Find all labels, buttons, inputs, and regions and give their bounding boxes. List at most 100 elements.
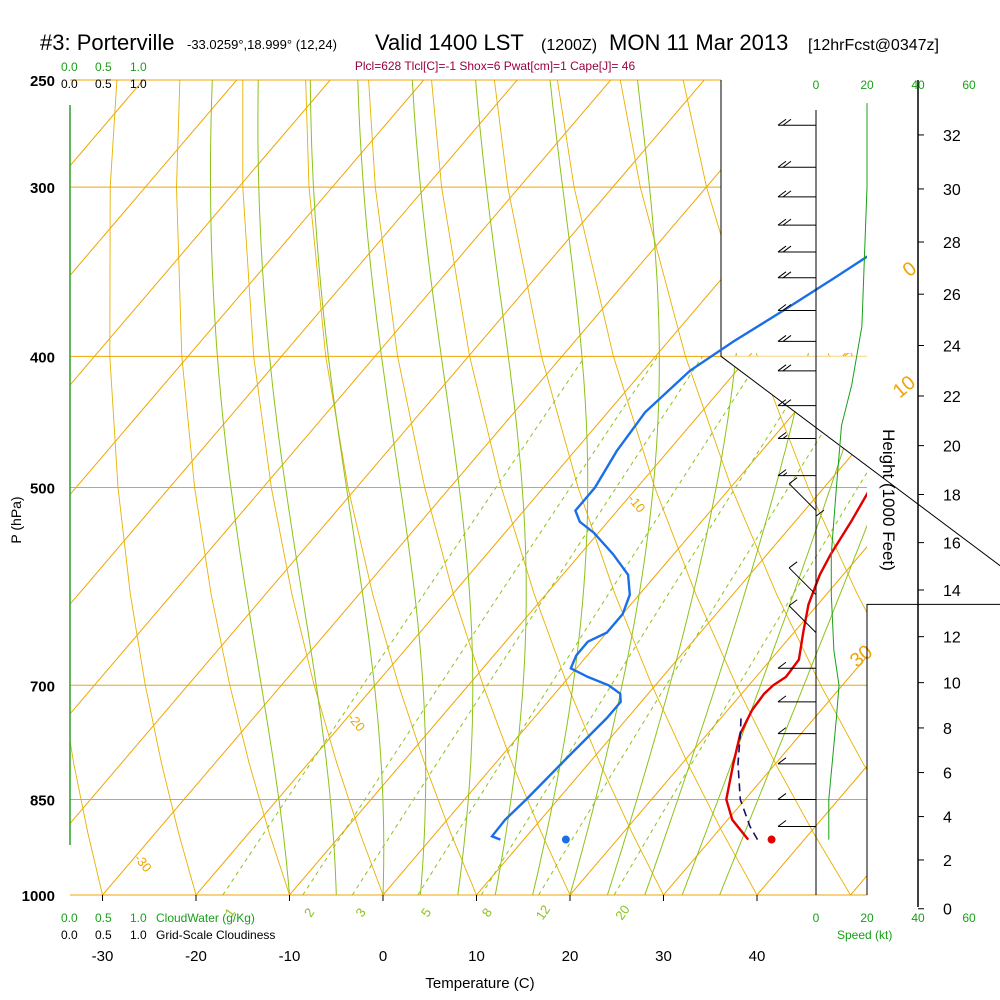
wind-barb-flag [777, 118, 787, 126]
wind-barb-flag [777, 727, 787, 735]
height-tick-label: 6 [943, 766, 952, 783]
wind-barb-flag [777, 335, 787, 342]
dry-adiabat-line [556, 80, 852, 895]
height-tick-label: 18 [943, 488, 961, 505]
cloudiness-tick-top: 0.5 [95, 77, 112, 91]
wind-barb-flag [777, 218, 787, 226]
cloudiness-tick-bottom: 0.0 [61, 928, 78, 942]
x-tick-label: 0 [379, 948, 387, 965]
station-coords: -33.0259°,18.999° (12,24) [187, 37, 337, 52]
cloudwater-tick-bottom: 1.0 [130, 911, 147, 925]
speed-tick-top: 60 [962, 78, 976, 92]
isotherm-line [70, 80, 705, 825]
isotherm-line [70, 80, 144, 167]
wind-barb-flag [777, 757, 787, 765]
y-tick-label: 300 [30, 180, 55, 197]
cloudiness-tick-bottom: 1.0 [130, 928, 147, 942]
cloudiness-tick-top: 0.0 [61, 77, 78, 91]
y-tick-label: 1000 [22, 888, 55, 905]
wind-barb-flag [777, 364, 787, 372]
height-tick-label: 12 [943, 630, 961, 647]
mixing-ratio-label: 3 [352, 905, 368, 920]
dry-adiabat-line [0, 56, 15, 924]
x-tick-label: -20 [185, 948, 207, 965]
wind-barb [777, 304, 816, 311]
dry-adiabat-line [927, 56, 1000, 924]
wind-barb [777, 727, 816, 735]
isotherm-label: -30 [131, 851, 155, 875]
sounding-series [490, 255, 867, 844]
speed-tick-bottom: 60 [962, 911, 976, 925]
moist-adiabat-line [719, 524, 867, 895]
wind-barb [777, 793, 816, 800]
mixing-ratio-label: 12 [533, 902, 554, 922]
mixing-ratio-label: 2 [301, 905, 317, 920]
wind-barb [777, 245, 816, 253]
wind-barb [777, 218, 816, 226]
moist-adiabat-line [681, 373, 867, 895]
zulu-time: (1200Z) [541, 37, 597, 54]
sounding-params: Plcl=628 Tlcl[C]=-1 Shox=6 Pwat[cm]=1 Ca… [355, 59, 636, 73]
wind-barb [788, 599, 817, 633]
dry-adiabat-line [176, 80, 290, 895]
isotherm-line [662, 655, 867, 895]
wind-barb-flag [777, 432, 787, 439]
wind-barb-half-flag [782, 472, 788, 477]
speed-label: Speed (kt) [837, 928, 892, 942]
mixing-ratio-line [538, 360, 867, 895]
wind-barb-flag [782, 218, 792, 226]
cloud-scale-bottom: 0.0 0.5 1.0 CloudWater (g/Kg) 0.0 0.5 1.… [61, 911, 275, 942]
speed-tick-bottom: 40 [911, 911, 925, 925]
isotherm-line [70, 80, 331, 386]
dry-adiabat-line [989, 56, 1000, 924]
speed-tick-top: 0 [813, 78, 820, 92]
cloudwater-tick-top: 1.0 [130, 60, 147, 74]
dry-adiabat-line [493, 80, 758, 895]
wind-barb [777, 118, 816, 126]
dry-adiabat-line [109, 80, 197, 895]
barb-panel-mask-diagonal [721, 356, 1000, 605]
wind-barb [777, 757, 816, 765]
barb-panel-boundary [720, 80, 1000, 895]
valid-date: MON 11 Mar 2013 [609, 30, 788, 55]
x-tick-label: 20 [562, 948, 579, 965]
height-tick-label: 28 [943, 235, 961, 252]
height-tick-label: 16 [943, 536, 961, 553]
moist-adiabat-line [309, 80, 385, 895]
wind-barb [777, 399, 816, 407]
wind-barb [777, 469, 816, 477]
height-tick-label: 32 [943, 128, 961, 145]
cloudwater-label: CloudWater (g/Kg) [156, 911, 255, 925]
wind-barb-flag [815, 509, 825, 517]
y-axis-label: P (hPa) [8, 496, 24, 543]
wind-barb-flag [782, 364, 792, 372]
cloudiness-tick-bottom: 0.5 [95, 928, 112, 942]
wind-barb-flag [777, 304, 787, 311]
mixing-ratio-line [222, 356, 586, 895]
wind-barb-flag [777, 793, 787, 800]
x-axis: -30 -20 -10 0 10 20 30 40 [92, 895, 765, 965]
wind-barb-flag [777, 820, 787, 827]
cloudiness-label: Grid-Scale Cloudiness [156, 928, 275, 942]
speed-tick-bottom: 20 [860, 911, 874, 925]
wind-barb-flag [777, 190, 787, 198]
moist-adiabat-lines [210, 80, 867, 895]
height-tick-label: 24 [943, 339, 961, 356]
mixing-ratio-line [351, 356, 703, 895]
moist-adiabat-line [411, 80, 474, 895]
moist-adiabat-line [210, 80, 290, 895]
wind-barb-flag [782, 399, 792, 407]
height-tick-label: 22 [943, 389, 961, 406]
wind-barb [788, 561, 817, 596]
height-tick-label: 30 [943, 182, 961, 199]
wind-barb-flag [777, 661, 787, 669]
mixing-ratio-label: 20 [612, 902, 633, 922]
moist-adiabat-line [357, 80, 427, 895]
dry-adiabat-line [619, 80, 867, 771]
x-axis-label: Temperature (C) [425, 975, 534, 992]
height-tick-label: 8 [943, 721, 952, 738]
wind-barb [777, 335, 816, 342]
wind-barb-flag [782, 335, 792, 342]
